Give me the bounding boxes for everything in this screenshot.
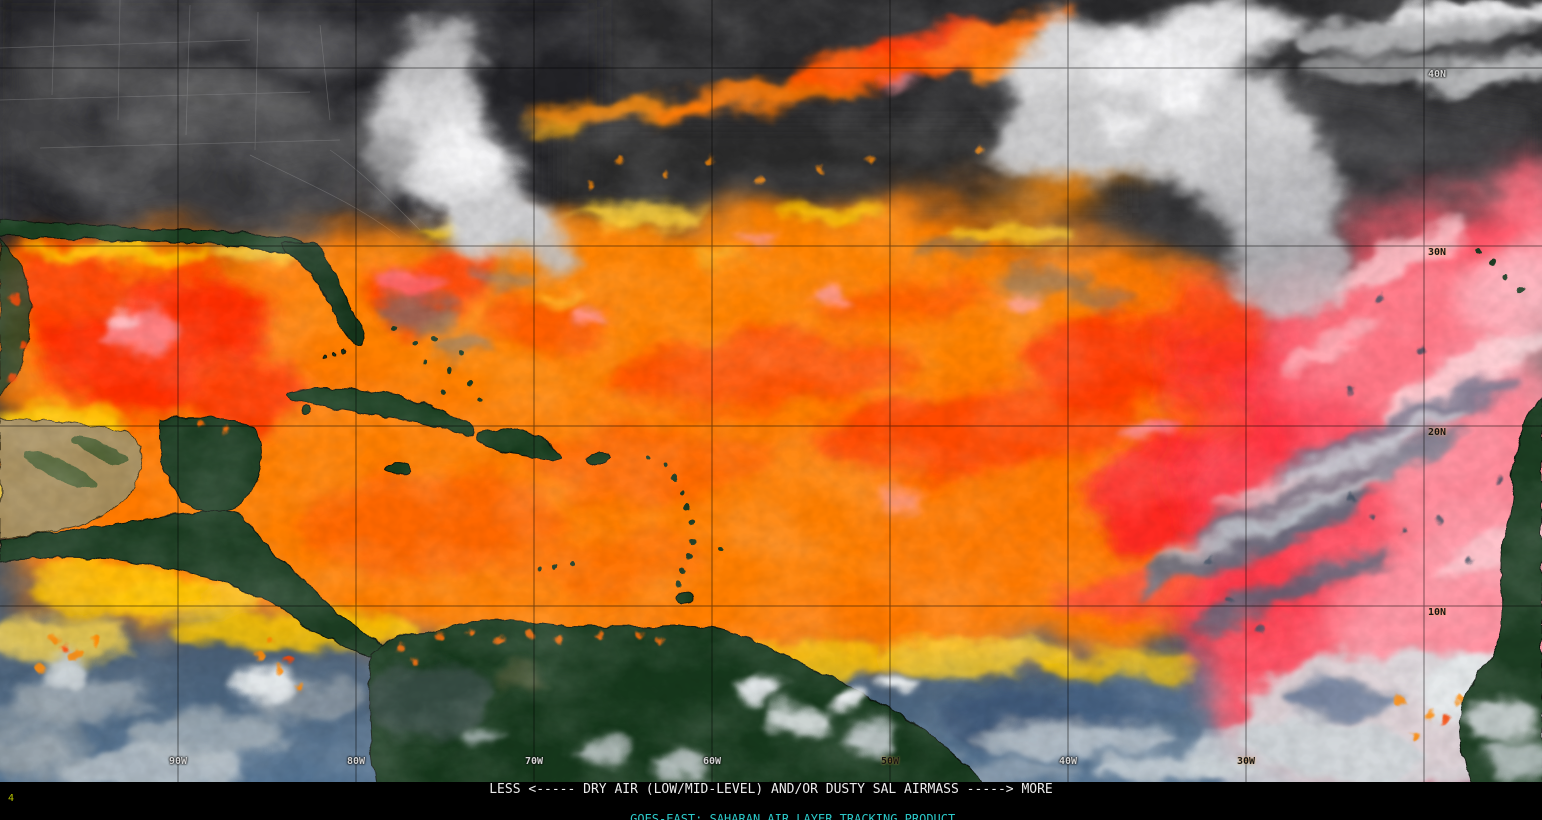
latitude-label-20n: 20N bbox=[1428, 427, 1447, 438]
longitude-label-60w: 60W bbox=[702, 756, 722, 767]
longitude-label-30w: 30W bbox=[1236, 756, 1256, 767]
footer-bar: LESS <----- DRY AIR (LOW/MID-LEVEL) AND/… bbox=[0, 782, 1542, 820]
longitude-label-80w: 80W bbox=[346, 756, 366, 767]
longitude-label-90w: 90W bbox=[168, 756, 188, 767]
frame-counter: 4 bbox=[8, 793, 15, 804]
product-credit-line: GOES-EAST: SAHARAN AIR LAYER TRACKING PR… bbox=[587, 801, 955, 820]
latitude-label-40n: 40N bbox=[1428, 69, 1447, 80]
graticule-grid bbox=[0, 0, 1542, 782]
longitude-label-70w: 70W bbox=[524, 756, 544, 767]
product-title: GOES-EAST: SAHARAN AIR LAYER TRACKING PR… bbox=[630, 812, 956, 820]
latitude-label-30n: 30N bbox=[1428, 247, 1447, 258]
satellite-map: 40N 30N 20N 10N 90W 80W 70W 60W 50W 40W … bbox=[0, 0, 1542, 782]
longitude-label-50w: 50W bbox=[880, 756, 900, 767]
legend-caption: LESS <----- DRY AIR (LOW/MID-LEVEL) AND/… bbox=[489, 782, 1053, 797]
satellite-imagery bbox=[0, 0, 1542, 782]
latitude-label-10n: 10N bbox=[1428, 607, 1447, 618]
longitude-label-40w: 40W bbox=[1058, 756, 1078, 767]
